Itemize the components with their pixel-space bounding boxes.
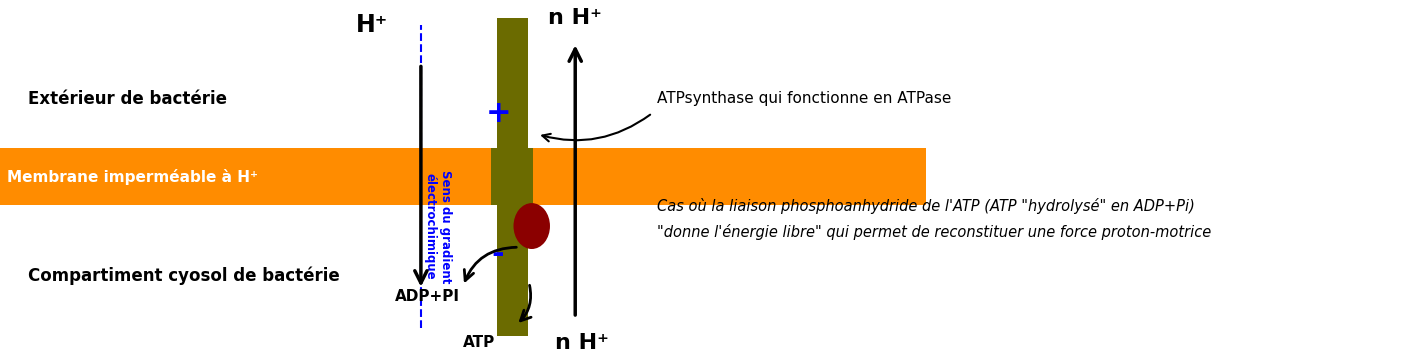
Text: Extérieur de bactérie: Extérieur de bactérie [28, 90, 227, 108]
Ellipse shape [513, 203, 550, 249]
Text: n H⁺: n H⁺ [549, 8, 602, 28]
Text: -: - [492, 240, 504, 269]
Text: ADP+PI: ADP+PI [396, 289, 460, 304]
Bar [497, 205, 528, 335]
Text: Cas où la liaison phosphoanhydride de l'ATP (ATP "hydrolysé" en ADP+Pi)
"donne l: Cas où la liaison phosphoanhydride de l'… [657, 198, 1211, 240]
Text: ATP: ATP [463, 335, 495, 350]
Bar [491, 148, 533, 205]
Text: Membrane imperméable à H⁺: Membrane imperméable à H⁺ [7, 169, 258, 185]
Text: Sens du gradient
électrochimique: Sens du gradient électrochimique [424, 170, 452, 283]
Text: n H⁺: n H⁺ [556, 333, 609, 353]
Text: ATPsynthase qui fonctionne en ATPase: ATPsynthase qui fonctionne en ATPase [657, 91, 951, 106]
Bar [497, 18, 528, 148]
Bar [0, 148, 926, 205]
Text: Compartiment cyosol de bactérie: Compartiment cyosol de bactérie [28, 266, 340, 285]
Text: +: + [485, 99, 511, 127]
Text: H⁺: H⁺ [356, 13, 387, 37]
